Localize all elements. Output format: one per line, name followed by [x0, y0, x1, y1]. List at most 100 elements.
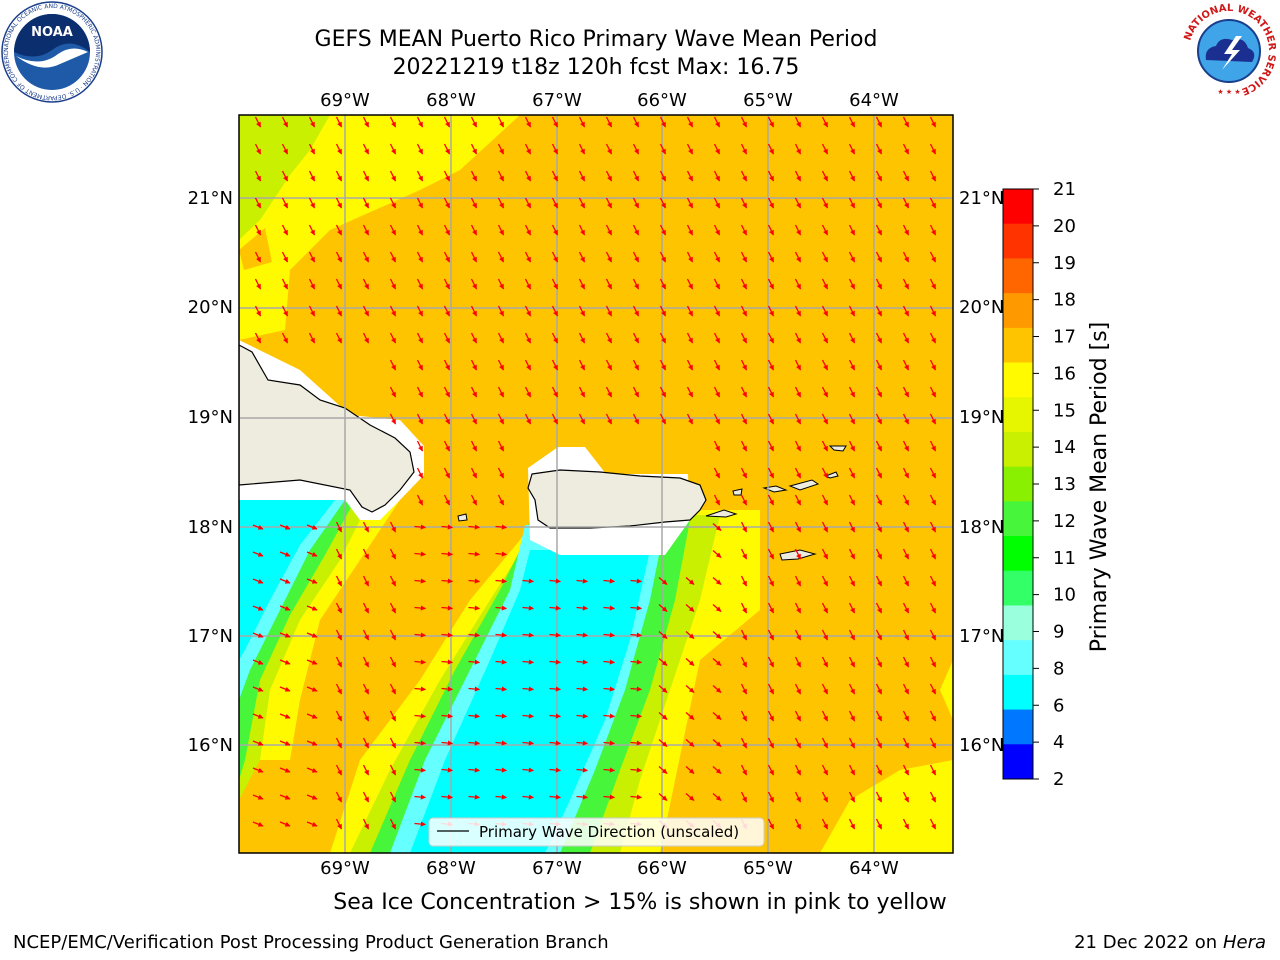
- wave-direction-arrow: [848, 440, 856, 452]
- wave-direction-arrow: [902, 656, 910, 668]
- colorbar-tick-label: 8: [1053, 658, 1064, 679]
- wave-direction-arrow: [279, 821, 291, 827]
- wave-direction-arrow: [658, 631, 668, 639]
- lat-label-left: 21°N: [188, 188, 233, 209]
- wave-direction-arrow: [821, 683, 829, 695]
- colorbar-tick-label: 17: [1053, 327, 1076, 348]
- colorbar-tick-label: 15: [1053, 400, 1076, 421]
- wave-direction-arrow: [740, 791, 748, 803]
- wave-direction-arrow: [362, 278, 370, 290]
- wave-direction-arrow: [281, 305, 289, 317]
- vieques-island: [705, 509, 738, 518]
- colorbar-segment: [1003, 640, 1033, 676]
- wave-direction-arrow: [794, 197, 802, 209]
- wave-direction-arrow: [254, 332, 262, 344]
- tortola-island: [788, 479, 820, 491]
- wave-direction-arrow: [821, 548, 829, 560]
- wave-direction-arrow: [875, 791, 883, 803]
- wave-direction-arrow: [767, 737, 775, 749]
- wave-direction-arrow: [929, 521, 937, 533]
- wave-direction-arrow: [659, 224, 667, 236]
- wave-direction-arrow: [902, 413, 910, 425]
- wave-direction-arrow: [767, 521, 775, 533]
- wave-direction-arrow: [252, 686, 264, 692]
- wave-direction-arrow: [848, 602, 856, 614]
- wave-direction-arrow: [767, 251, 775, 263]
- wave-direction-arrow: [252, 659, 264, 665]
- wave-direction-arrow: [929, 224, 937, 236]
- wave-direction-arrow: [686, 170, 694, 182]
- wave-direction-arrow: [524, 170, 532, 182]
- lat-label-right: 18°N: [959, 517, 1004, 538]
- wave-direction-arrow: [441, 578, 454, 584]
- wave-direction-arrow: [578, 143, 586, 155]
- wave-direction-arrow: [929, 737, 937, 749]
- wave-direction-arrow: [522, 578, 535, 584]
- wave-direction-arrow: [335, 602, 343, 614]
- wave-direction-arrow: [712, 739, 722, 747]
- lat-label-left: 20°N: [188, 297, 233, 318]
- wave-direction-arrow: [875, 602, 883, 614]
- wave-direction-arrow: [252, 794, 264, 800]
- wave-direction-arrow: [524, 332, 532, 344]
- wave-direction-arrow: [443, 224, 451, 236]
- wave-direction-arrow: [308, 251, 316, 263]
- lon-label-bottom: 69°W: [320, 858, 370, 879]
- wave-direction-arrow: [686, 143, 694, 155]
- wave-direction-arrow: [685, 685, 695, 693]
- wave-direction-arrow: [443, 143, 451, 155]
- wave-direction-arrow: [659, 305, 667, 317]
- wave-direction-arrow: [902, 764, 910, 776]
- wave-direction-arrow: [875, 764, 883, 776]
- wave-direction-arrow: [576, 632, 589, 638]
- map-frame: [238, 114, 954, 854]
- wave-direction-arrow: [524, 143, 532, 155]
- wave-direction-arrow: [549, 578, 562, 584]
- wave-direction-arrow: [470, 305, 478, 317]
- st-thomas-island: [762, 485, 788, 493]
- wave-direction-arrow: [713, 359, 721, 371]
- wave-direction-arrow: [335, 737, 343, 749]
- colorbar: 21 20 19 18 17 16 15 14 13 12 11 10 9 8 6 4 2: [1002, 179, 1076, 790]
- wave-direction-arrow: [794, 467, 802, 479]
- wave-direction-arrow: [848, 710, 856, 722]
- wave-direction-arrow: [929, 818, 937, 830]
- wave-direction-arrow: [603, 713, 616, 719]
- wave-direction-arrow: [902, 332, 910, 344]
- wave-direction-arrow: [306, 632, 318, 638]
- wave-direction-arrow: [605, 170, 613, 182]
- wave-direction-arrow: [522, 740, 535, 746]
- wave-direction-arrow: [659, 197, 667, 209]
- wave-direction-arrow: [470, 359, 478, 371]
- wave-direction-arrow: [551, 305, 559, 317]
- wave-direction-arrow: [470, 251, 478, 263]
- wave-direction-arrow: [468, 578, 481, 584]
- map-axis-labels: 69°W 68°W 67°W 66°W 65°W 64°W 69°W 68°W …: [188, 90, 1005, 879]
- wave-direction-arrow: [605, 224, 613, 236]
- wave-direction-arrow: [281, 278, 289, 290]
- wave-direction-arrow: [767, 494, 775, 506]
- wave-direction-arrow: [875, 683, 883, 695]
- wave-direction-arrow: [929, 494, 937, 506]
- wave-direction-arrow: [362, 575, 370, 587]
- colorbar-tick-label: 18: [1053, 290, 1076, 311]
- wave-direction-arrow: [794, 602, 802, 614]
- wave-direction-arrow: [576, 713, 589, 719]
- wave-direction-arrow: [902, 197, 910, 209]
- wave-direction-arrow: [902, 575, 910, 587]
- wave-direction-arrow: [414, 740, 427, 746]
- wave-direction-arrow: [767, 710, 775, 722]
- wave-direction-arrow: [416, 278, 424, 290]
- wave-direction-arrow: [712, 658, 722, 666]
- wave-direction-arrow: [821, 656, 829, 668]
- wave-direction-arrow: [740, 629, 748, 641]
- wave-direction-arrow: [902, 116, 910, 128]
- wave-direction-arrow: [306, 794, 318, 800]
- wave-direction-arrow: [441, 767, 454, 773]
- wave-direction-arrow: [712, 793, 722, 801]
- wave-direction-arrow: [740, 170, 748, 182]
- wave-direction-arrow: [441, 740, 454, 746]
- colorbar-segment: [1003, 189, 1033, 225]
- wave-direction-arrow: [468, 767, 481, 773]
